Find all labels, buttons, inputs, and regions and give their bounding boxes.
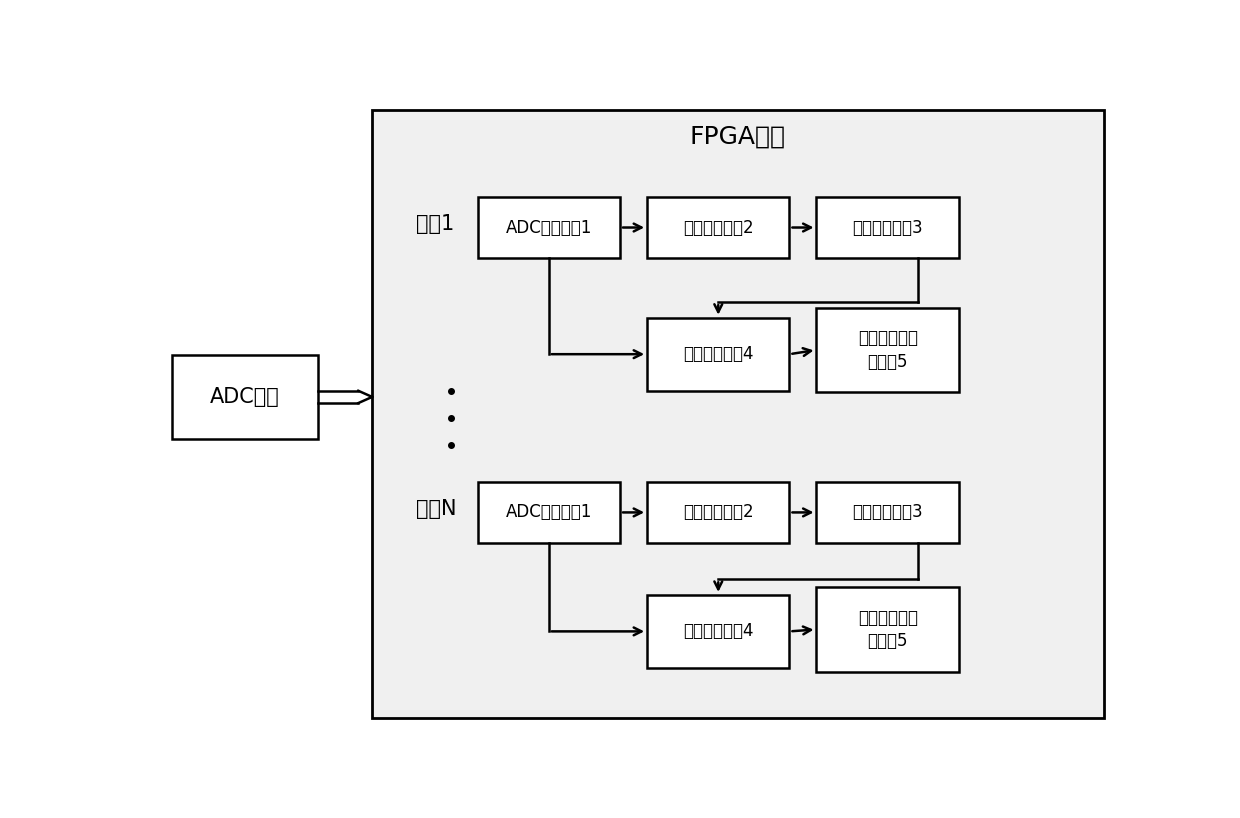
Bar (647, 317, 790, 391)
Text: 光谱拼接模块4: 光谱拼接模块4 (683, 345, 754, 363)
Bar (816, 196, 959, 258)
Bar (647, 482, 790, 543)
Text: 光栅定位模块3: 光栅定位模块3 (852, 503, 923, 521)
Bar (372, 110, 1104, 718)
Text: 数据累加模块2: 数据累加模块2 (683, 218, 754, 236)
Text: 光栅定位模块3: 光栅定位模块3 (852, 218, 923, 236)
Bar (816, 308, 959, 393)
Text: FPGA器件: FPGA器件 (689, 124, 786, 149)
Bar (647, 196, 790, 258)
Text: 光栅解调及发
送模块5: 光栅解调及发 送模块5 (858, 609, 918, 650)
Text: 数据累加模块2: 数据累加模块2 (683, 503, 754, 521)
Text: 通道N: 通道N (417, 498, 456, 519)
Text: ADC采样模块1: ADC采样模块1 (506, 503, 591, 521)
Text: ADC器件: ADC器件 (211, 387, 280, 407)
Bar (477, 196, 620, 258)
Bar (172, 354, 319, 439)
Text: 通道1: 通道1 (417, 213, 454, 234)
Text: 光栅解调及发
送模块5: 光栅解调及发 送模块5 (858, 329, 918, 371)
Text: ADC采样模块1: ADC采样模块1 (506, 218, 591, 236)
Bar (816, 587, 959, 672)
Text: 光谱拼接模块4: 光谱拼接模块4 (683, 622, 754, 640)
Bar (477, 482, 620, 543)
Bar (647, 595, 790, 668)
Bar (816, 482, 959, 543)
